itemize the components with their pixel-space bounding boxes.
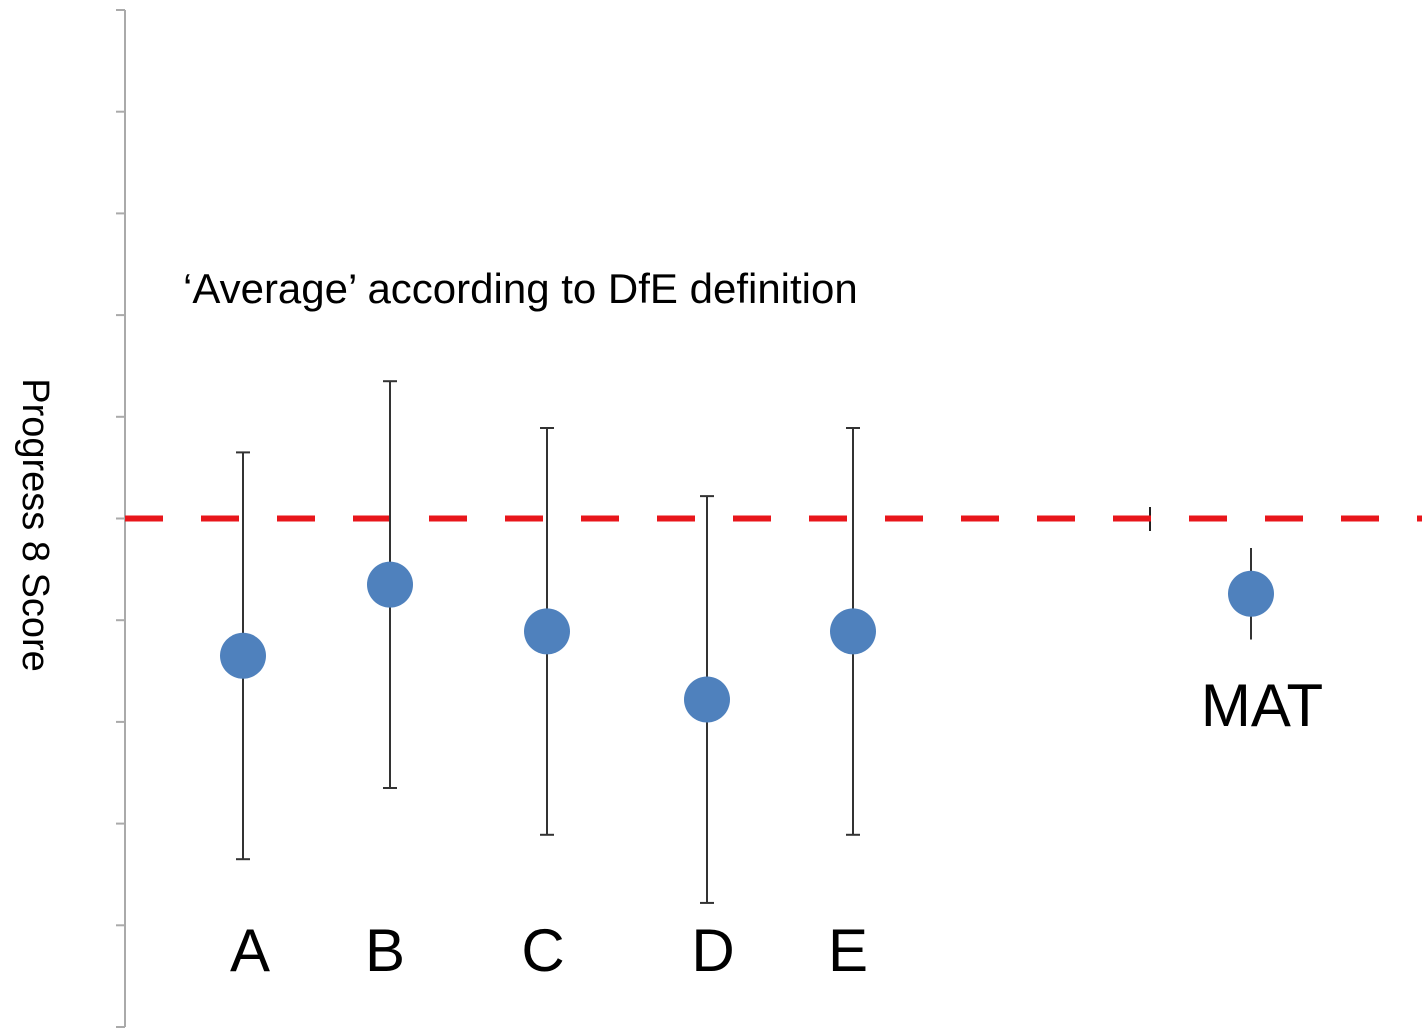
point xyxy=(220,632,266,679)
point xyxy=(367,561,413,608)
point xyxy=(1228,570,1274,617)
point xyxy=(684,676,730,723)
category-label: A xyxy=(230,917,270,984)
category-label: MAT xyxy=(1201,672,1323,739)
category-label: C xyxy=(521,917,564,984)
point xyxy=(830,608,876,655)
annotation: ‘Average’ according to DfE definition xyxy=(183,265,858,312)
point xyxy=(524,608,570,655)
category-label: D xyxy=(691,917,734,984)
category-label: E xyxy=(828,917,868,984)
category-label: B xyxy=(365,917,405,984)
y-axis-label: Progress 8 Score xyxy=(14,378,56,672)
